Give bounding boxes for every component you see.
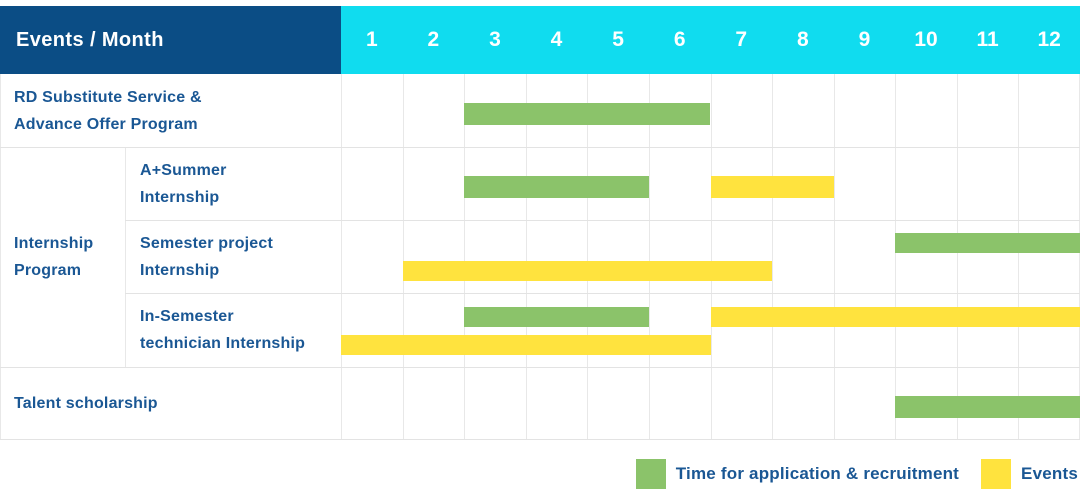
month-header-cell: 1 xyxy=(365,28,378,51)
grid-line xyxy=(403,74,404,440)
grid-line xyxy=(0,367,1080,368)
grid-line xyxy=(0,439,1080,440)
gantt-bar-application xyxy=(895,233,1080,253)
grid-line xyxy=(464,74,465,440)
grid-line xyxy=(895,74,896,440)
grid-line xyxy=(526,74,527,440)
month-header-cell: 6 xyxy=(673,28,686,51)
month-header-cell: 9 xyxy=(858,28,871,51)
grid-line xyxy=(1018,74,1019,440)
legend-label-application: Time for application & recruitment xyxy=(675,464,960,483)
row-label-rd-substitute: RD Substitute Service & Advance Offer Pr… xyxy=(14,88,202,133)
legend-item-application: Time for application & recruitment xyxy=(635,459,960,489)
month-header-cell: 7 xyxy=(735,28,748,51)
grid-line xyxy=(957,74,958,440)
row-label-a-plus-summer: A+Summer Internship xyxy=(140,161,227,206)
grid-line xyxy=(587,74,588,440)
row-label-talent-scholarship: Talent scholarship xyxy=(14,395,158,412)
month-header-cell: 11 xyxy=(976,28,999,51)
grid-line xyxy=(711,74,712,440)
header-title-cell: Events / Month xyxy=(0,6,341,74)
gantt-bar-application xyxy=(464,103,711,125)
gantt-bar-event xyxy=(341,335,711,355)
month-header-cell: 3 xyxy=(489,28,501,51)
month-header-cell: 5 xyxy=(612,28,624,51)
month-header-cell: 12 xyxy=(1037,28,1061,51)
gantt-bar-application xyxy=(464,176,649,198)
month-header-cell: 4 xyxy=(550,28,563,51)
gantt-bar-application xyxy=(464,307,649,327)
row-label-semester-project: Semester project Internship xyxy=(140,234,274,279)
row-label-in-semester-technician: In-Semester technician Internship xyxy=(140,307,306,352)
grid-line xyxy=(0,74,1,440)
grid-line xyxy=(125,293,1080,294)
gantt-bar-event xyxy=(402,261,773,281)
month-header-cell: 10 xyxy=(914,28,938,51)
page-title: Events / Month xyxy=(16,28,164,51)
month-header-row: 1 2 3 4 5 6 7 8 9 10 11 12 xyxy=(341,6,1080,74)
event-swatch-icon xyxy=(981,459,1012,489)
gantt-bar-event xyxy=(710,176,834,198)
legend-label-events: Events xyxy=(1021,464,1078,483)
legend: Time for application & recruitment Event… xyxy=(635,458,1078,490)
group-label-internship-program: Internship Program xyxy=(14,235,94,279)
grid-line xyxy=(649,74,650,440)
grid-line xyxy=(125,220,1080,221)
grid-line xyxy=(125,147,126,367)
grid-line xyxy=(341,74,342,440)
legend-item-events: Events xyxy=(981,459,1078,489)
gantt-bar-event xyxy=(710,307,1080,327)
month-header-cell: 8 xyxy=(796,28,809,51)
application-swatch-icon xyxy=(635,459,666,489)
month-header-cell: 2 xyxy=(427,28,440,51)
grid-line xyxy=(772,74,773,440)
grid-line xyxy=(0,147,1080,148)
gantt-bar-application xyxy=(895,396,1080,418)
grid-line xyxy=(834,74,835,440)
